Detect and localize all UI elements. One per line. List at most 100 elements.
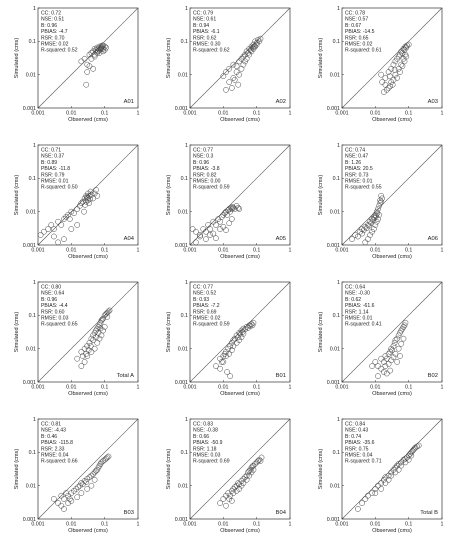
stat-line: CC: 0.77 [193, 148, 213, 154]
y-tick-label: 0.01 [178, 483, 188, 489]
data-point [238, 334, 245, 341]
data-point [399, 325, 406, 332]
data-point [98, 43, 105, 50]
y-tick-label: 0.01 [330, 483, 340, 489]
data-point [236, 486, 243, 492]
stat-line: B: 0.94 [193, 23, 209, 29]
x-axis-label: Observed (cms) [220, 117, 260, 123]
data-point [223, 502, 229, 509]
data-point [197, 233, 203, 240]
data-point [61, 216, 67, 222]
stat-line: RSR: 0.69 [193, 309, 217, 315]
data-point [402, 455, 409, 462]
data-point [213, 222, 219, 228]
x-tick-label: 0.01 [370, 385, 380, 391]
x-tick-label: 1 [137, 385, 140, 391]
data-point [226, 65, 233, 72]
data-point [51, 496, 57, 502]
data-point [86, 474, 93, 481]
data-point [233, 63, 240, 70]
plot-frame [37, 281, 139, 383]
data-point [78, 349, 85, 355]
data-point [392, 350, 399, 357]
stat-line: B: 0.96 [41, 23, 57, 29]
stat-line: PBIAS: -14.5 [345, 29, 375, 35]
y-tick-label: 0.01 [330, 72, 340, 78]
data-point [250, 466, 257, 473]
x-tick-label: 0.001 [31, 522, 44, 528]
data-point [370, 226, 377, 232]
panel-label: A04 [124, 236, 135, 242]
one-to-one-line [341, 281, 443, 383]
stat-line: PBIAS: -4.4 [41, 303, 68, 309]
data-point [217, 226, 223, 232]
data-point [93, 334, 99, 341]
stat-line: RSR: 0.75 [345, 446, 369, 452]
data-point [248, 43, 255, 50]
data-point [402, 43, 409, 50]
data-point [399, 50, 406, 56]
data-point [383, 355, 390, 362]
data-point [68, 226, 75, 232]
stat-line: R-squared: 0.52 [41, 48, 78, 54]
y-tick-label: 0.1 [333, 313, 340, 319]
data-point [377, 200, 384, 207]
panel-label: B04 [276, 510, 287, 516]
data-point [240, 476, 247, 482]
y-tick-label: 0.1 [181, 450, 188, 456]
data-point [385, 350, 392, 357]
data-point [250, 45, 257, 52]
stat-line: B: 0.62 [345, 297, 361, 303]
data-point [96, 322, 103, 329]
panel-label: A02 [276, 99, 286, 105]
data-point [73, 486, 80, 492]
data-point [236, 337, 243, 344]
data-point [369, 363, 375, 369]
y-tick-label: 0.001 [175, 106, 188, 112]
data-point [193, 228, 199, 235]
data-point [71, 487, 77, 494]
data-point [210, 230, 217, 237]
data-point [83, 479, 90, 485]
data-point [257, 35, 264, 42]
data-point [91, 345, 98, 352]
stat-line: B: 0.89 [41, 160, 57, 166]
data-point [365, 222, 371, 228]
x-axis-label: Observed (cms) [220, 391, 260, 397]
stat-line: R-squared: 0.61 [345, 48, 382, 54]
data-point [375, 206, 381, 212]
data-point [405, 41, 412, 48]
data-point [369, 490, 375, 496]
data-point [246, 51, 253, 58]
plot-frame [37, 7, 139, 109]
stat-line: RMSE: 0.03 [41, 316, 69, 322]
y-tick-label: 0.1 [181, 39, 188, 45]
data-point [224, 369, 230, 375]
data-point [81, 55, 88, 62]
one-to-one-line [37, 281, 139, 383]
data-point [256, 456, 263, 463]
data-point [230, 75, 237, 81]
data-point [257, 458, 264, 464]
data-point [373, 218, 380, 225]
data-point [415, 442, 422, 449]
y-tick-label: 0.01 [26, 346, 36, 352]
y-tick-label: 1 [185, 280, 188, 286]
data-point [380, 89, 387, 95]
plot-frame [189, 144, 291, 246]
data-point [231, 206, 238, 212]
x-tick-label: 1 [441, 385, 444, 391]
data-point [100, 315, 106, 322]
data-point [227, 373, 233, 379]
stat-line: B: 0.74 [345, 434, 361, 440]
data-point [231, 76, 238, 83]
x-tick-label: 0.1 [101, 111, 108, 117]
stat-line: NSE: -0.30 [345, 291, 370, 297]
x-tick-label: 0.001 [335, 385, 348, 391]
